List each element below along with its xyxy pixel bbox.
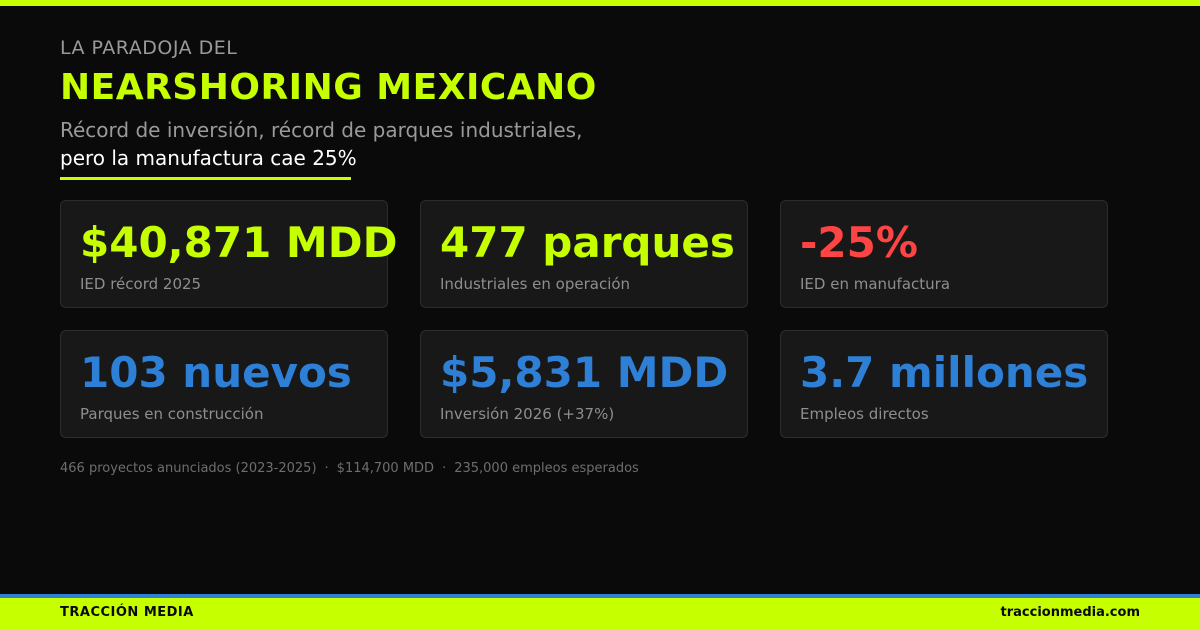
stat-card-parques: 477 parques Industriales en operación [420, 200, 748, 308]
stat-label: IED en manufactura [800, 275, 951, 293]
footnote-separator: · [324, 461, 329, 476]
stat-label: Inversión 2026 (+37%) [440, 405, 615, 423]
stat-card-manufactura: -25% IED en manufactura [780, 200, 1108, 308]
stat-label: Industriales en operación [440, 275, 631, 293]
stat-card-ied-record: $40,871 MDD IED récord 2025 [60, 200, 397, 308]
stat-value: $40,871 MDD [80, 218, 398, 267]
stat-card-empleos: 3.7 millones Empleos directos [780, 330, 1108, 438]
page-title: NEARSHORING MEXICANO [60, 67, 597, 108]
footnote: 466 proyectos anunciados (2023-2025) · $11… [60, 460, 639, 478]
header: LA PARADOJA DEL NEARSHORING MEXICANO Réc… [60, 36, 1140, 172]
stat-value: $5,831 MDD [440, 348, 729, 397]
footnote-separator: · [442, 461, 447, 476]
eyebrow-text: LA PARADOJA DEL [60, 37, 238, 59]
stat-card-nuevos: 103 nuevos Parques en construcción [60, 330, 388, 438]
subtitle-line-2: pero la manufactura cae 25% [60, 146, 357, 170]
footnote-item: $114,700 MDD [336, 461, 435, 476]
footer-bar: TRACCIÓN MEDIA traccionmedia.com [0, 598, 1200, 630]
stat-value: 3.7 millones [800, 348, 1089, 397]
top-accent-bar [0, 0, 1200, 6]
stat-value: -25% [800, 218, 918, 267]
stat-label: Parques en construcción [80, 405, 264, 423]
brand-name: TRACCIÓN MEDIA [60, 605, 194, 620]
stat-label: IED récord 2025 [80, 275, 202, 293]
footnote-item: 466 proyectos anunciados (2023-2025) [60, 461, 317, 476]
stat-label: Empleos directos [800, 405, 929, 423]
stat-card-inversion-2026: $5,831 MDD Inversión 2026 (+37%) [420, 330, 748, 438]
subtitle-line-1: Récord de inversión, récord de parques i… [60, 118, 583, 142]
stat-value: 477 parques [440, 218, 735, 267]
title-underline [60, 177, 351, 180]
website-link[interactable]: traccionmedia.com [1000, 605, 1140, 620]
footnote-item: 235,000 empleos esperados [454, 461, 639, 476]
stat-value: 103 nuevos [80, 348, 352, 397]
footer-accent-strip [0, 594, 1200, 598]
